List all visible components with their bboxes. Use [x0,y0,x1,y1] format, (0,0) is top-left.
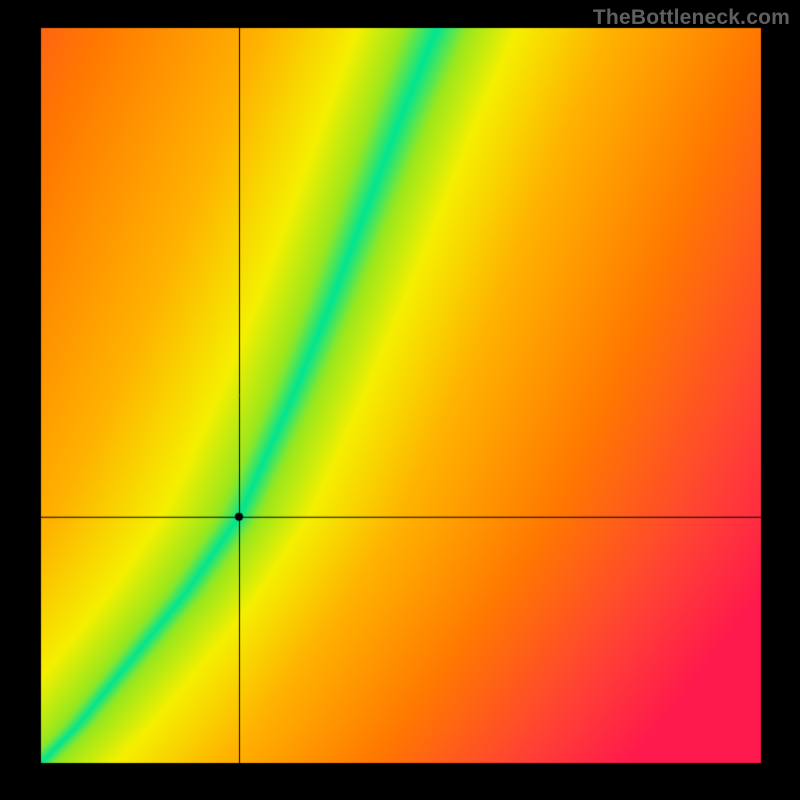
watermark-text: TheBottleneck.com [593,6,790,30]
chart-container: TheBottleneck.com [0,0,800,800]
heatmap-canvas [0,0,800,800]
